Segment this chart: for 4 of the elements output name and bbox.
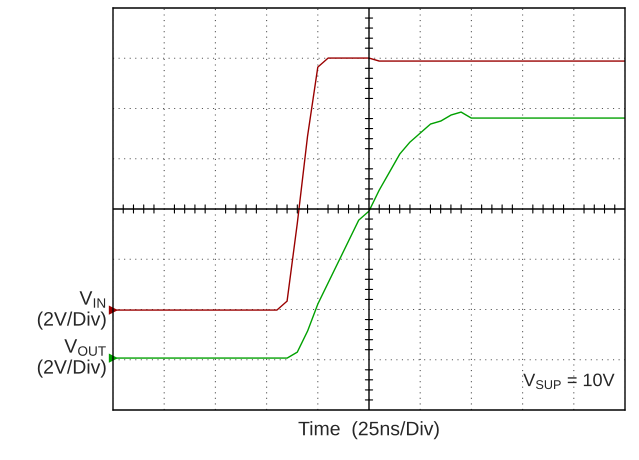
series-label: V$_{IN}$ (2V/Div) <box>38 291 106 330</box>
text: V$_{SUP}$ = 10V <box>523 374 615 390</box>
series-label: V$_{OUT}$ (2V/Div) <box>38 339 106 378</box>
x-axis-title: Time (25ns/Div) <box>298 421 439 440</box>
